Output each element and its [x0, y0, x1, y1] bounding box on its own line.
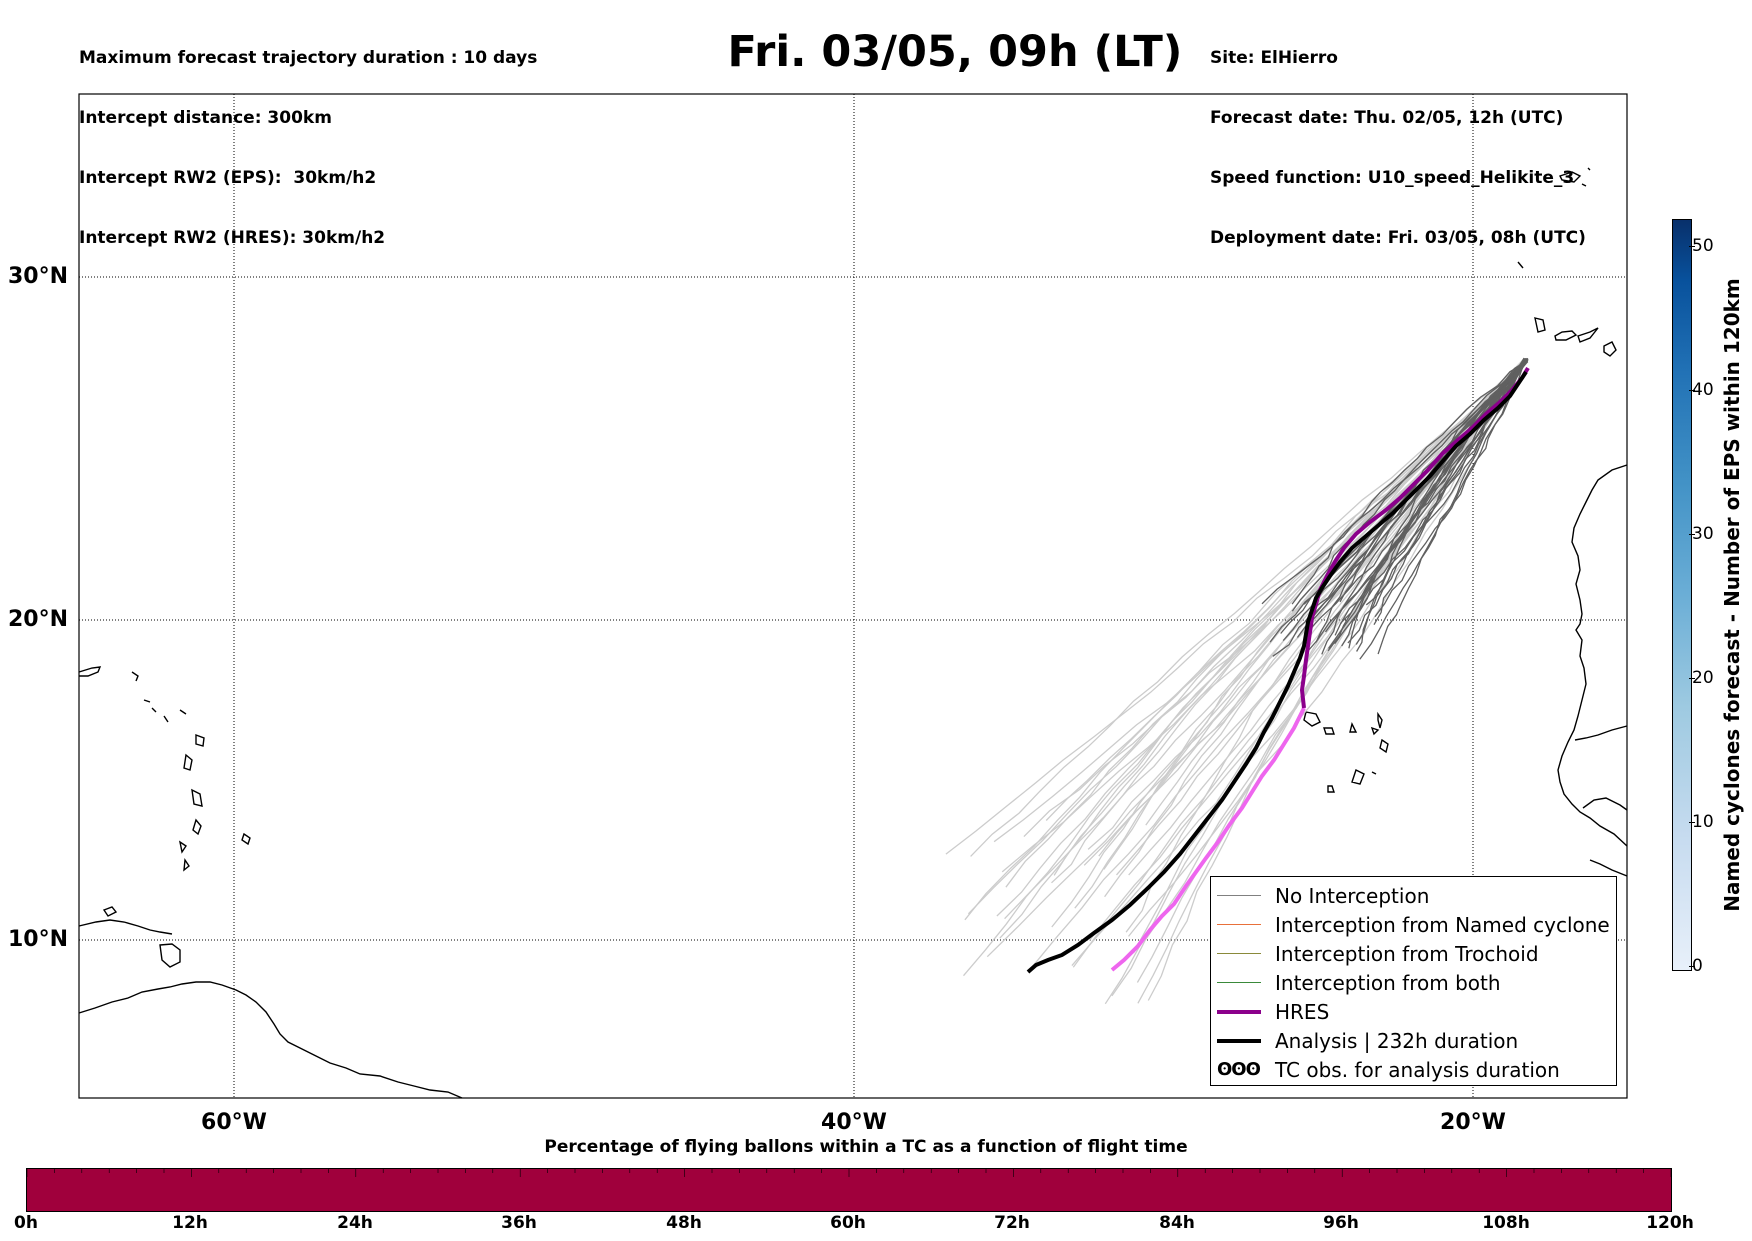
- legend-swatch: [1217, 1038, 1261, 1043]
- legend-label: Interception from both: [1275, 970, 1501, 995]
- legend-swatch: [1217, 1009, 1261, 1014]
- pct-tick-label: 12h: [172, 1213, 208, 1233]
- coastlines: [78, 167, 1628, 1099]
- coast-trinidad: [159, 943, 181, 968]
- colorbar-label: Named cyclones forecast - Number of EPS …: [1720, 278, 1744, 912]
- colorbar-tick: 10: [1689, 812, 1714, 832]
- colorbar-tick: 50: [1689, 236, 1714, 256]
- pct-tick-label: 108h: [1482, 1213, 1530, 1233]
- main-title: Fri. 03/05, 09h (LT): [727, 27, 1183, 77]
- legend-swatch: [1217, 982, 1261, 983]
- pct-tick-label: 48h: [666, 1213, 702, 1233]
- colorbar-tick: 20: [1689, 668, 1714, 688]
- coast-puerto-rico: [78, 666, 102, 677]
- ensemble-trajectory: [964, 361, 1525, 921]
- analysis-trajectory: [1026, 370, 1528, 974]
- legend-label: Analysis | 232h duration: [1275, 1028, 1519, 1053]
- header-right-line: Speed function: U10_speed_Helikite_3: [1210, 168, 1575, 188]
- pct-tick-label: 24h: [337, 1213, 373, 1233]
- header-left: Maximum forecast trajectory duration : 1…: [79, 8, 537, 268]
- legend-label: Interception from Named cyclone: [1275, 912, 1610, 937]
- legend-label: No Interception: [1275, 883, 1430, 908]
- header-right-line: Deployment date: Fri. 03/05, 08h (UTC): [1210, 228, 1586, 248]
- coast-madeira: [1559, 167, 1591, 187]
- lat-label-30n: 30°N: [8, 264, 69, 289]
- percentage-bar-ticks: [27, 1169, 1671, 1177]
- legend-entry-no-interception: No Interception: [1211, 881, 1616, 910]
- legend-entry-both: Interception from both: [1211, 968, 1616, 997]
- legend-label: HRES: [1275, 999, 1330, 1024]
- ensemble-trajectory: [1045, 358, 1526, 821]
- legend-entry-analysis: Analysis | 232h duration: [1211, 1026, 1616, 1055]
- colorbar-tick: 30: [1689, 524, 1714, 544]
- colorbar-tick: 40: [1689, 380, 1714, 400]
- legend: No Interception Interception from Named …: [1210, 876, 1617, 1086]
- legend-label: Interception from Trochoid: [1275, 941, 1539, 966]
- lon-label-60w: 60°W: [201, 1110, 267, 1135]
- header-right-line: Site: ElHierro: [1210, 48, 1338, 68]
- graticule: [79, 94, 1627, 1098]
- ensemble-trajectory: [1291, 360, 1528, 605]
- ensemble-trajectory: [1261, 359, 1529, 605]
- pct-tick-label: 72h: [994, 1213, 1030, 1233]
- pct-tick-label: 120h: [1646, 1213, 1694, 1233]
- coast-virgin-islands: [131, 671, 187, 723]
- ensemble-trajectory: [1103, 358, 1526, 870]
- header-left-line: Intercept RW2 (EPS): 30km/h2: [79, 168, 377, 188]
- hres-trajectory-early: [1299, 366, 1530, 709]
- ensemble-trajectory: [945, 358, 1527, 855]
- pct-tick-label: 36h: [501, 1213, 537, 1233]
- percentage-bar: [26, 1168, 1672, 1212]
- legend-swatch: [1217, 924, 1261, 925]
- legend-label: TC obs. for analysis duration: [1275, 1057, 1560, 1082]
- legend-entry-trochoid: Interception from Trochoid: [1211, 939, 1616, 968]
- legend-swatch: [1217, 953, 1261, 954]
- pct-tick-label: 84h: [1159, 1213, 1195, 1233]
- coast-africa: [1557, 464, 1628, 847]
- coast-jamaica-bits: [102, 832, 251, 917]
- lat-label-10n: 10°N: [8, 927, 69, 952]
- legend-entry-tc-obs: ʘʘʘ TC obs. for analysis duration: [1211, 1055, 1616, 1084]
- pct-tick-label: 96h: [1323, 1213, 1359, 1233]
- bottom-bar-title: Percentage of flying ballons within a TC…: [544, 1137, 1188, 1157]
- lon-label-20w: 20°W: [1440, 1110, 1506, 1135]
- legend-swatch: [1217, 895, 1261, 896]
- header-right: Site: ElHierro Forecast date: Thu. 02/05…: [1210, 8, 1586, 268]
- coast-cape-verde: [1303, 711, 1389, 793]
- hres-trajectory-late: [1110, 707, 1306, 972]
- header-right-line: Forecast date: Thu. 02/05, 12h (UTC): [1210, 108, 1564, 128]
- ensemble-trajectory: [1321, 357, 1525, 655]
- colorbar-tick: 0: [1689, 956, 1703, 976]
- legend-entry-named-cyclone: Interception from Named cyclone: [1211, 910, 1616, 939]
- legend-entry-hres: HRES: [1211, 997, 1616, 1026]
- pct-tick-label: 60h: [830, 1213, 866, 1233]
- lon-label-40w: 40°W: [821, 1110, 887, 1135]
- tc-obs-icon: ʘʘʘ: [1217, 1059, 1261, 1080]
- pct-tick-label: 0h: [14, 1213, 38, 1233]
- header-left-line: Intercept distance: 300km: [79, 108, 332, 128]
- header-left-line: Maximum forecast trajectory duration : 1…: [79, 48, 538, 68]
- coast-venezuela-north: [78, 919, 173, 935]
- lat-label-20n: 20°N: [8, 607, 69, 632]
- colorbar: [1672, 219, 1692, 971]
- legend-swatch: ʘʘʘ: [1217, 1059, 1261, 1080]
- coast-west-africa-detail: [1574, 725, 1628, 877]
- coast-canary-islands: [1517, 261, 1617, 357]
- header-left-line: Intercept RW2 (HRES): 30km/h2: [79, 228, 386, 248]
- coast-south-america: [78, 981, 463, 1099]
- coast-lesser-antilles: [178, 733, 205, 872]
- ensemble-trajectory: [1291, 359, 1526, 612]
